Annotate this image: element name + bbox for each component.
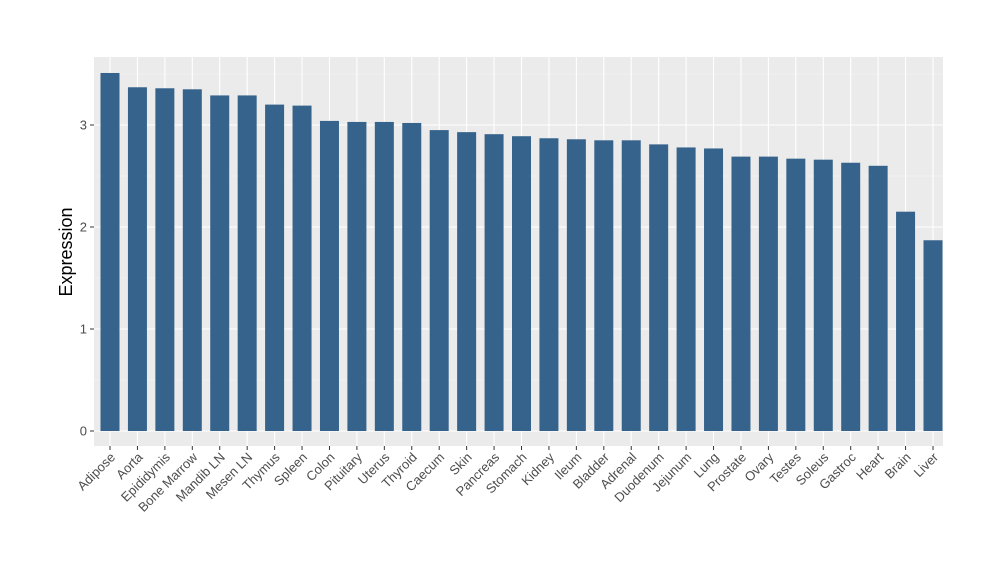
x-tick-label: Heart <box>853 449 886 482</box>
bar-uterus <box>374 121 394 431</box>
bar-aorta <box>127 87 147 431</box>
bar-bladder <box>594 140 614 432</box>
x-tick-label: Brain <box>882 450 914 482</box>
y-axis-title: Expression <box>56 207 76 296</box>
bar-caecum <box>429 130 449 431</box>
bar-kidney <box>539 138 559 431</box>
bar-soleus <box>813 159 833 431</box>
bar-colon <box>319 120 339 432</box>
bar-skin <box>457 132 477 431</box>
bar-pituitary <box>347 121 367 431</box>
bar-lung <box>704 148 724 431</box>
bar-epididymis <box>155 88 175 431</box>
bar-heart <box>868 165 888 432</box>
bar-adrenal <box>621 140 641 432</box>
bar-testes <box>786 158 806 431</box>
x-tick-label: Adipose <box>74 450 118 494</box>
bar-ovary <box>758 156 778 431</box>
y-tick-label: 1 <box>80 322 87 337</box>
y-tick-label: 3 <box>80 118 87 133</box>
bar-thymus <box>265 104 285 431</box>
bar-adipose <box>100 72 120 431</box>
bar-prostate <box>731 156 751 431</box>
bar-spleen <box>292 105 312 432</box>
bar-liver <box>923 240 943 431</box>
y-tick-label: 2 <box>80 220 87 235</box>
bar-jejunum <box>676 147 696 431</box>
y-tick-label: 0 <box>80 424 87 439</box>
bar-ileum <box>566 139 586 431</box>
bar-gastroc <box>841 162 861 432</box>
bar-brain <box>896 211 916 431</box>
bar-pancreas <box>484 134 504 431</box>
bar-thyroid <box>402 122 422 432</box>
bar-duodenum <box>649 144 669 431</box>
bar-mandib-ln <box>210 95 230 432</box>
y-axis: 0 1 2 3 <box>80 118 94 439</box>
bar-mesen-ln <box>237 95 257 432</box>
bar-bone-marrow <box>182 89 202 432</box>
bar-stomach <box>512 136 531 431</box>
x-tick-label: Liver <box>911 449 942 480</box>
bars-group <box>100 72 943 432</box>
